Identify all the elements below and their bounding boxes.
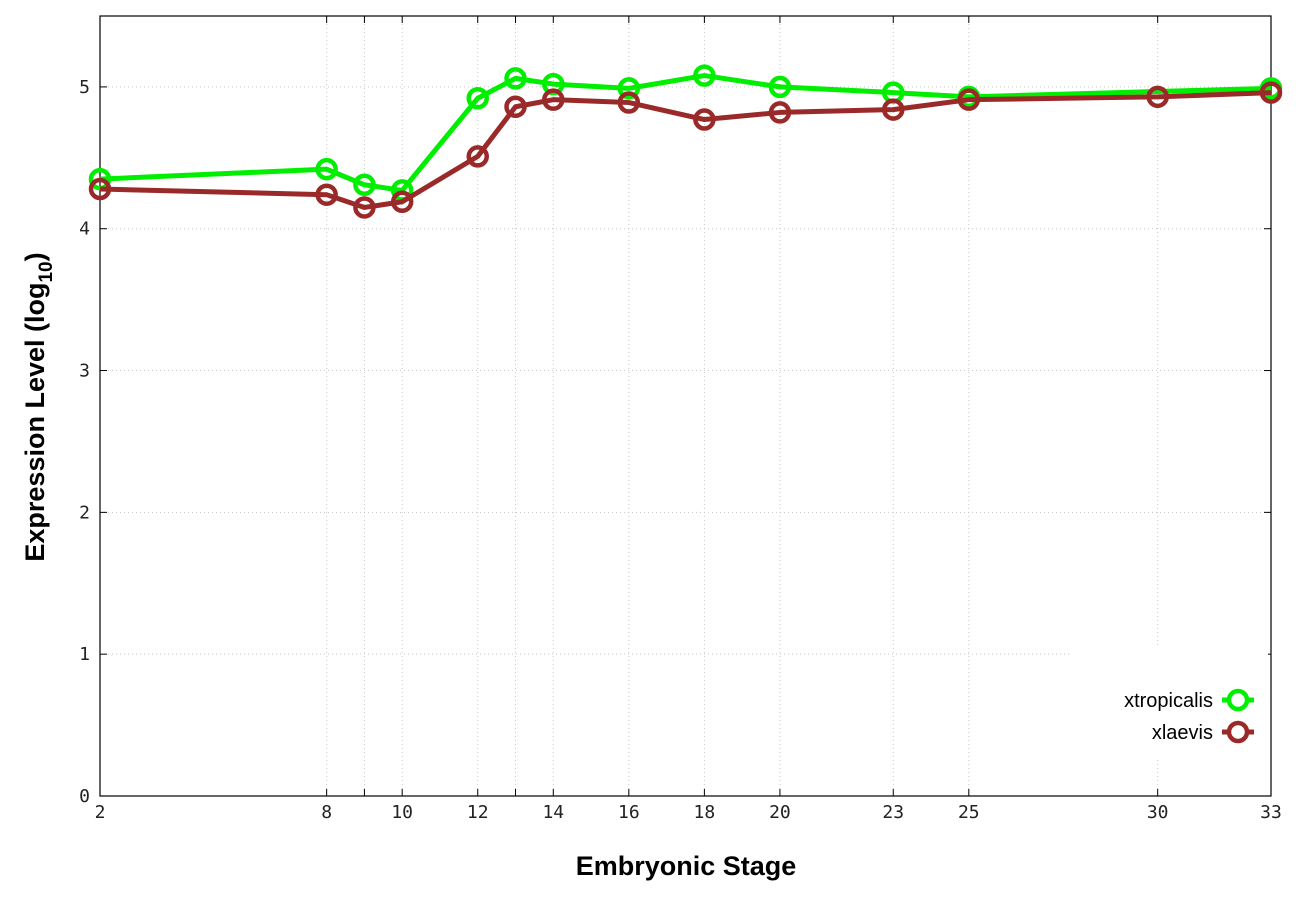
x-tick-label: 18 [694, 802, 716, 823]
data-point-xlaevis [768, 101, 792, 124]
legend: xtropicalis xlaevis [1072, 645, 1268, 759]
data-point-xtropicalis [466, 87, 489, 110]
legend-label-xtropicalis: xtropicalis [1124, 690, 1213, 712]
x-tick-label: 16 [618, 802, 640, 823]
x-tick-label: 25 [958, 802, 980, 823]
data-point-xtropicalis [353, 173, 376, 197]
x-tick-label: 8 [321, 802, 332, 823]
legend-marker-xtropicalis [1226, 688, 1250, 712]
y-tick-label: 2 [79, 502, 90, 523]
data-point-xtropicalis [504, 67, 527, 90]
data-point-xlaevis [504, 95, 527, 119]
x-tick-label: 2 [95, 802, 106, 823]
x-axis-title: Embryonic Stage [576, 851, 797, 881]
y-tick-label: 4 [79, 219, 90, 240]
series-line-xtropicalis [99, 73, 1272, 193]
x-tick-label: 23 [882, 802, 904, 823]
y-axis-title-subscript: 10 [36, 261, 57, 282]
data-point-xlaevis [353, 196, 376, 219]
data-point-xlaevis [1146, 85, 1169, 109]
data-point-xlaevis [957, 88, 981, 111]
x-tick-label: 12 [467, 802, 489, 823]
data-point-xtropicalis [542, 72, 565, 96]
series-line-xlaevis [99, 90, 1272, 210]
x-tick-label: 10 [391, 802, 413, 823]
x-tick-label: 30 [1147, 802, 1169, 823]
data-point-xtropicalis [88, 167, 112, 191]
data-point-xtropicalis [768, 75, 792, 99]
x-tick-label: 14 [542, 802, 564, 823]
data-point-xlaevis [882, 98, 905, 121]
series-lines [88, 64, 1283, 219]
plot-frame [99, 15, 1272, 797]
data-point-xlaevis [315, 183, 338, 206]
legend-marker-xlaevis [1226, 720, 1250, 744]
x-tick-label: 20 [769, 802, 791, 823]
y-tick-label: 5 [79, 77, 90, 98]
data-point-xtropicalis [617, 77, 641, 100]
data-point-xlaevis [390, 190, 414, 214]
data-point-xtropicalis [315, 157, 338, 181]
data-point-xlaevis [617, 91, 641, 114]
y-axis-title: Expression Level (log10) [20, 252, 57, 561]
data-point-xlaevis [542, 88, 565, 111]
y-axis-title-main: Expression Level (log [20, 283, 50, 562]
data-point-xlaevis [466, 145, 489, 168]
axis-titles: Embryonic Stage Expression Level (log10) [20, 252, 796, 881]
legend-label-xlaevis: xlaevis [1152, 722, 1213, 744]
data-point-xlaevis [88, 177, 112, 201]
data-point-xlaevis [1259, 81, 1283, 104]
data-point-xlaevis [693, 108, 716, 131]
y-axis-title-close: ) [20, 252, 50, 261]
y-tick-label: 1 [79, 644, 90, 665]
y-tick-label: 3 [79, 361, 90, 382]
x-tick-label: 33 [1260, 802, 1282, 823]
data-point-xtropicalis [693, 64, 716, 87]
y-tick-label: 0 [79, 786, 90, 807]
